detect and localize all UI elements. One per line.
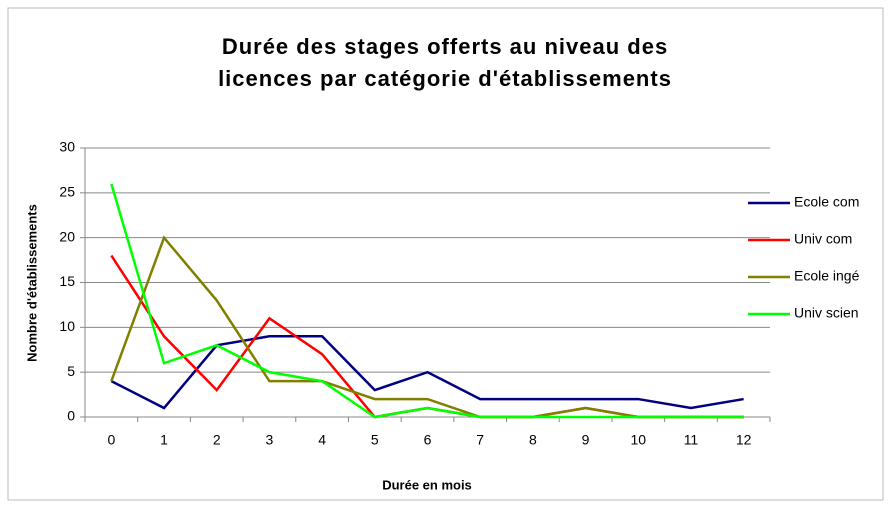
x-tick-label: 12 (736, 432, 752, 448)
x-tick-label: 0 (107, 432, 115, 448)
x-tick-label: 11 (684, 432, 699, 448)
x-tick-label: 3 (266, 432, 274, 448)
legend-label: Univ scien (794, 305, 859, 321)
chart-title: licences par catégorie d'établissements (218, 66, 672, 91)
y-tick-label: 25 (59, 184, 75, 200)
y-tick-label: 15 (59, 273, 75, 289)
x-tick-label: 1 (160, 432, 168, 448)
x-tick-label: 9 (582, 432, 590, 448)
x-tick-label: 4 (318, 432, 326, 448)
x-tick-label: 7 (476, 432, 484, 448)
y-tick-label: 5 (67, 363, 75, 379)
x-tick-label: 8 (529, 432, 537, 448)
x-tick-label: 2 (213, 432, 221, 448)
y-tick-label: 10 (59, 318, 75, 334)
legend-label: Ecole ingé (794, 268, 860, 284)
x-tick-label: 6 (424, 432, 432, 448)
y-tick-label: 30 (59, 139, 75, 155)
x-tick-label: 5 (371, 432, 379, 448)
y-tick-label: 0 (67, 408, 75, 424)
y-tick-label: 20 (59, 228, 75, 244)
x-axis-label: Durée en mois (382, 477, 472, 492)
legend-label: Ecole com (794, 194, 859, 210)
legend-label: Univ com (794, 231, 852, 247)
y-axis-label: Nombre d'établissements (24, 204, 39, 362)
chart-title: Durée des stages offerts au niveau des (222, 34, 668, 59)
series-line (110, 183, 744, 419)
x-tick-label: 10 (630, 432, 646, 448)
